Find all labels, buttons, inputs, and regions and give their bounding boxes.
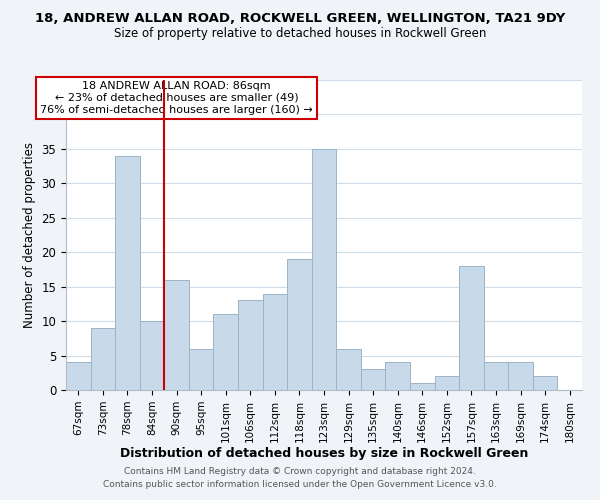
Bar (312, 149, 336, 390)
Bar (434, 376, 459, 390)
Bar (214, 314, 238, 390)
Bar (189, 348, 214, 390)
Bar (91, 328, 115, 390)
Text: Contains HM Land Registry data © Crown copyright and database right 2024.: Contains HM Land Registry data © Crown c… (124, 467, 476, 476)
Bar (361, 370, 385, 390)
Bar (287, 259, 312, 390)
Bar (336, 348, 361, 390)
Text: Size of property relative to detached houses in Rockwell Green: Size of property relative to detached ho… (114, 28, 486, 40)
Bar (115, 156, 140, 390)
Bar (508, 362, 533, 390)
Text: 18 ANDREW ALLAN ROAD: 86sqm
← 23% of detached houses are smaller (49)
76% of sem: 18 ANDREW ALLAN ROAD: 86sqm ← 23% of det… (40, 82, 313, 114)
Bar (238, 300, 263, 390)
Bar (533, 376, 557, 390)
Bar (459, 266, 484, 390)
Bar (410, 383, 434, 390)
Bar (164, 280, 189, 390)
Bar (66, 362, 91, 390)
Bar (140, 321, 164, 390)
Text: Contains public sector information licensed under the Open Government Licence v3: Contains public sector information licen… (103, 480, 497, 489)
Text: 18, ANDREW ALLAN ROAD, ROCKWELL GREEN, WELLINGTON, TA21 9DY: 18, ANDREW ALLAN ROAD, ROCKWELL GREEN, W… (35, 12, 565, 26)
Y-axis label: Number of detached properties: Number of detached properties (23, 142, 36, 328)
Bar (484, 362, 508, 390)
Bar (385, 362, 410, 390)
Bar (263, 294, 287, 390)
X-axis label: Distribution of detached houses by size in Rockwell Green: Distribution of detached houses by size … (120, 448, 528, 460)
